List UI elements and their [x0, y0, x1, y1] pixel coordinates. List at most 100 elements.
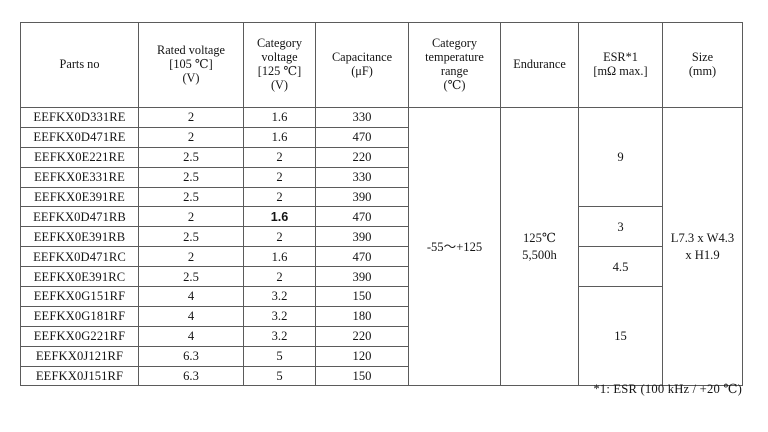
cell-capacitance: 220 — [315, 146, 409, 168]
endurance-temperature: 125℃ — [523, 231, 556, 246]
cell-capacitance: 390 — [315, 186, 409, 208]
table-row: EEFKX0G221RF 4 3.2 220 — [20, 325, 743, 347]
header-line: [105 ℃] — [169, 57, 213, 72]
cell-parts-no: EEFKX0D471RC — [20, 246, 139, 268]
cell-capacitance: 470 — [315, 206, 409, 228]
table-row: EEFKX0D331RE 2 1.6 330 -55〜+125 125℃ 5,500h 9 L7… — [20, 106, 743, 387]
cell-parts-no: EEFKX0D331RE — [20, 107, 139, 128]
cell-capacitance: 220 — [315, 325, 409, 347]
table-row: EEFKX0J151RF 6.3 5 150 — [20, 365, 743, 387]
column-header-category-voltage: Category voltage [125 ℃] (V) — [243, 22, 316, 108]
cell-parts-no: EEFKX0G151RF — [20, 286, 139, 307]
cell-parts-no: EEFKX0J121RF — [20, 345, 139, 367]
header-row: Parts no Rated voltage [105 ℃] (V) Categ… — [20, 22, 743, 108]
cell-category-voltage: 3.2 — [243, 305, 316, 327]
cell-parts-no: EEFKX0E391RC — [20, 266, 139, 288]
cell-rated-voltage: 2.5 — [138, 166, 244, 188]
cell-parts-no: EEFKX0J151RF — [20, 365, 139, 387]
column-header-size: Size (mm) — [662, 22, 743, 108]
cell-esr: 9 — [578, 106, 663, 208]
cell-capacitance: 180 — [315, 305, 409, 327]
cell-category-voltage: 1.6 — [243, 206, 316, 228]
cell-capacitance: 390 — [315, 226, 409, 248]
header-line: (mm) — [688, 64, 717, 78]
column-header-capacitance: Capacitance (μF) — [315, 22, 409, 108]
header-line: Endurance — [513, 57, 566, 72]
header-line: [mΩ max.] — [593, 64, 648, 78]
cell-parts-no: EEFKX0D471RB — [20, 206, 139, 228]
cell-capacitance: 150 — [315, 286, 409, 307]
column-header-parts-no: Parts no — [20, 22, 139, 108]
cell-capacitance: 390 — [315, 266, 409, 288]
cell-esr: 3 — [578, 206, 663, 248]
cell-rated-voltage: 6.3 — [138, 365, 244, 387]
header-line: ESR*1 — [603, 50, 638, 65]
cell-capacitance: 330 — [315, 166, 409, 188]
cell-category-voltage: 3.2 — [243, 325, 316, 347]
column-header-rated-voltage: Rated voltage [105 ℃] (V) — [138, 22, 244, 108]
cell-capacitance: 470 — [315, 126, 409, 148]
cell-category-voltage: 2 — [243, 146, 316, 168]
cell-rated-voltage: 2 — [138, 126, 244, 148]
cell-category-temperature-range: -55〜+125 — [408, 106, 501, 387]
cell-size: L7.3 x W4.3 x H1.9 — [662, 106, 743, 387]
cell-parts-no: EEFKX0E221RE — [20, 146, 139, 168]
cell-rated-voltage: 6.3 — [138, 345, 244, 367]
header-line: Size — [691, 50, 714, 65]
cell-parts-no: EEFKX0E331RE — [20, 166, 139, 188]
header-line: range — [440, 64, 469, 78]
cell-rated-voltage: 2 — [138, 107, 244, 128]
cell-endurance: 125℃ 5,500h — [500, 106, 579, 387]
table-row: EEFKX0J121RF 6.3 5 120 — [20, 345, 743, 367]
cell-category-voltage: 1.6 — [243, 107, 316, 128]
cell-parts-no: EEFKX0G181RF — [20, 305, 139, 327]
capacitor-specification-table: Parts no Rated voltage [105 ℃] (V) Categ… — [20, 22, 743, 387]
cell-category-voltage: 2 — [243, 226, 316, 248]
header-line: Category — [256, 36, 303, 51]
cell-rated-voltage: 2.5 — [138, 266, 244, 288]
header-line: [125 ℃] — [257, 64, 302, 78]
footnote-esr-condition: *1: ESR (100 kHz / +20 ℃) — [593, 382, 742, 396]
cell-rated-voltage: 2 — [138, 206, 244, 228]
cell-category-voltage: 2 — [243, 166, 316, 188]
cell-category-voltage: 1.6 — [243, 246, 316, 268]
cell-rated-voltage: 4 — [138, 305, 244, 327]
cell-capacitance: 330 — [315, 107, 409, 128]
cell-capacitance: 150 — [315, 365, 409, 387]
cell-parts-no: EEFKX0E391RE — [20, 186, 139, 208]
size-line-2: x H1.9 — [685, 247, 720, 262]
cell-esr: 4.5 — [578, 246, 663, 288]
table-row: EEFKX0E391RE 2.5 2 390 — [20, 186, 743, 208]
table-body: EEFKX0D331RE 2 1.6 330 -55〜+125 125℃ 5,500h 9 L7… — [20, 106, 743, 387]
header-line: Capacitance — [331, 50, 393, 65]
cell-parts-no: EEFKX0D471RE — [20, 126, 139, 148]
header-line: (V) — [270, 77, 289, 92]
cell-category-voltage: 1.6 — [243, 126, 316, 148]
header-line: Rated voltage — [157, 43, 225, 58]
cell-rated-voltage: 2.5 — [138, 226, 244, 248]
cell-capacitance: 470 — [315, 246, 409, 268]
table-row: EEFKX0D471RB 2 1.6 470 3 — [20, 206, 743, 248]
header-line: (μF) — [351, 64, 373, 78]
column-header-category-temperature-range: Category temperature range (℃) — [408, 22, 501, 108]
cell-rated-voltage: 2.5 — [138, 186, 244, 208]
header-line: temperature — [425, 50, 484, 65]
cell-parts-no: EEFKX0E391RB — [20, 226, 139, 248]
header-line: voltage — [261, 50, 298, 65]
size-line-1: L7.3 x W4.3 — [670, 231, 735, 246]
cell-parts-no: EEFKX0G221RF — [20, 325, 139, 347]
header-line: (℃) — [443, 77, 466, 92]
cell-category-voltage: 5 — [243, 365, 316, 387]
cell-category-voltage: 2 — [243, 186, 316, 208]
cell-capacitance: 120 — [315, 345, 409, 367]
column-header-endurance: Endurance — [500, 22, 579, 108]
cell-category-voltage: 3.2 — [243, 286, 316, 307]
column-header-esr: ESR*1 [mΩ max.] — [578, 22, 663, 108]
header-line: Category — [431, 36, 478, 51]
cell-esr: 15 — [578, 286, 663, 387]
cell-rated-voltage: 4 — [138, 325, 244, 347]
header-line: Parts no — [59, 57, 100, 72]
cell-rated-voltage: 4 — [138, 286, 244, 307]
endurance-hours: 5,500h — [522, 247, 557, 262]
